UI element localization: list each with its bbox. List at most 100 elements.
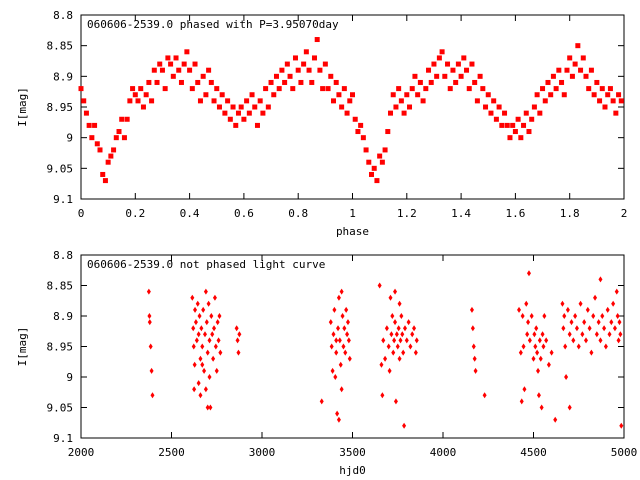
data-point bbox=[260, 110, 266, 116]
data-point bbox=[200, 361, 205, 368]
data-point bbox=[591, 313, 596, 319]
data-point bbox=[524, 300, 529, 307]
data-point bbox=[402, 422, 407, 429]
data-point bbox=[236, 349, 241, 356]
data-point bbox=[529, 313, 534, 319]
data-point bbox=[337, 337, 342, 344]
x-tick-label: 2 bbox=[621, 207, 628, 220]
data-point bbox=[335, 410, 340, 417]
data-point bbox=[526, 129, 532, 135]
data-point bbox=[598, 276, 603, 283]
x-tick-label: 2000 bbox=[68, 446, 95, 459]
data-point bbox=[583, 337, 588, 344]
data-point bbox=[97, 147, 103, 153]
data-point bbox=[598, 337, 603, 344]
data-point bbox=[532, 331, 537, 338]
data-point bbox=[415, 92, 421, 98]
data-point bbox=[455, 61, 461, 67]
data-point bbox=[320, 86, 326, 92]
data-point bbox=[461, 55, 467, 61]
data-point bbox=[397, 355, 402, 362]
data-point bbox=[211, 355, 216, 362]
data-point bbox=[565, 306, 570, 313]
data-point bbox=[181, 61, 187, 67]
data-point bbox=[165, 55, 171, 61]
data-point bbox=[192, 386, 197, 393]
data-point bbox=[404, 92, 410, 98]
data-point bbox=[379, 361, 384, 368]
data-point bbox=[287, 73, 293, 79]
data-point bbox=[148, 343, 153, 350]
y-tick-label: 8.95 bbox=[47, 341, 74, 354]
data-point bbox=[607, 86, 613, 92]
data-point bbox=[605, 92, 611, 98]
data-point bbox=[401, 110, 407, 116]
data-point bbox=[202, 367, 207, 374]
data-point bbox=[542, 98, 548, 104]
x-tick-label: 0.8 bbox=[288, 207, 308, 220]
data-point bbox=[344, 306, 349, 313]
data-point bbox=[616, 92, 622, 98]
data-point bbox=[401, 349, 406, 356]
data-point bbox=[295, 67, 301, 73]
data-point bbox=[474, 98, 480, 104]
data-point bbox=[202, 331, 207, 338]
data-point bbox=[540, 86, 546, 92]
data-point bbox=[374, 178, 380, 184]
data-point bbox=[119, 116, 125, 122]
y-tick-label: 8.9 bbox=[53, 70, 73, 83]
data-point bbox=[132, 92, 138, 98]
data-point bbox=[246, 110, 252, 116]
data-point bbox=[439, 49, 445, 55]
data-point bbox=[249, 92, 255, 98]
data-point bbox=[394, 331, 399, 338]
data-point bbox=[341, 343, 346, 350]
data-point bbox=[338, 361, 343, 368]
data-point bbox=[526, 319, 531, 326]
data-point bbox=[341, 86, 347, 92]
data-point bbox=[121, 135, 127, 141]
data-point bbox=[199, 325, 204, 332]
data-point bbox=[393, 104, 399, 110]
data-point bbox=[541, 343, 546, 350]
data-point bbox=[409, 86, 415, 92]
data-point bbox=[614, 288, 619, 295]
data-point bbox=[594, 331, 599, 338]
data-point bbox=[396, 86, 402, 92]
data-point bbox=[466, 86, 472, 92]
data-point bbox=[200, 343, 205, 350]
data-point bbox=[147, 313, 152, 319]
data-point bbox=[518, 135, 524, 141]
data-point bbox=[616, 337, 621, 344]
data-point bbox=[561, 325, 566, 332]
data-point bbox=[407, 104, 413, 110]
data-point bbox=[423, 86, 429, 92]
data-point bbox=[386, 343, 391, 350]
data-point bbox=[336, 92, 342, 98]
data-point bbox=[208, 79, 214, 85]
data-point bbox=[205, 349, 210, 356]
data-point bbox=[213, 343, 218, 350]
x-tick-label: 0.2 bbox=[125, 207, 145, 220]
data-point bbox=[343, 349, 348, 356]
data-point bbox=[535, 349, 540, 356]
data-point bbox=[564, 67, 570, 73]
data-point bbox=[222, 110, 228, 116]
data-point bbox=[388, 110, 394, 116]
data-point bbox=[612, 325, 617, 332]
data-point bbox=[331, 331, 336, 338]
data-point bbox=[322, 61, 328, 67]
data-point bbox=[203, 92, 209, 98]
data-point bbox=[447, 86, 453, 92]
data-point bbox=[398, 98, 404, 104]
data-point bbox=[330, 98, 336, 104]
data-point bbox=[518, 349, 523, 356]
data-point bbox=[198, 355, 203, 362]
data-point bbox=[510, 122, 516, 128]
data-point bbox=[580, 55, 586, 61]
data-point bbox=[206, 300, 211, 307]
data-point bbox=[303, 49, 309, 55]
data-point bbox=[396, 325, 401, 332]
data-point bbox=[390, 313, 395, 319]
data-point bbox=[276, 86, 282, 92]
